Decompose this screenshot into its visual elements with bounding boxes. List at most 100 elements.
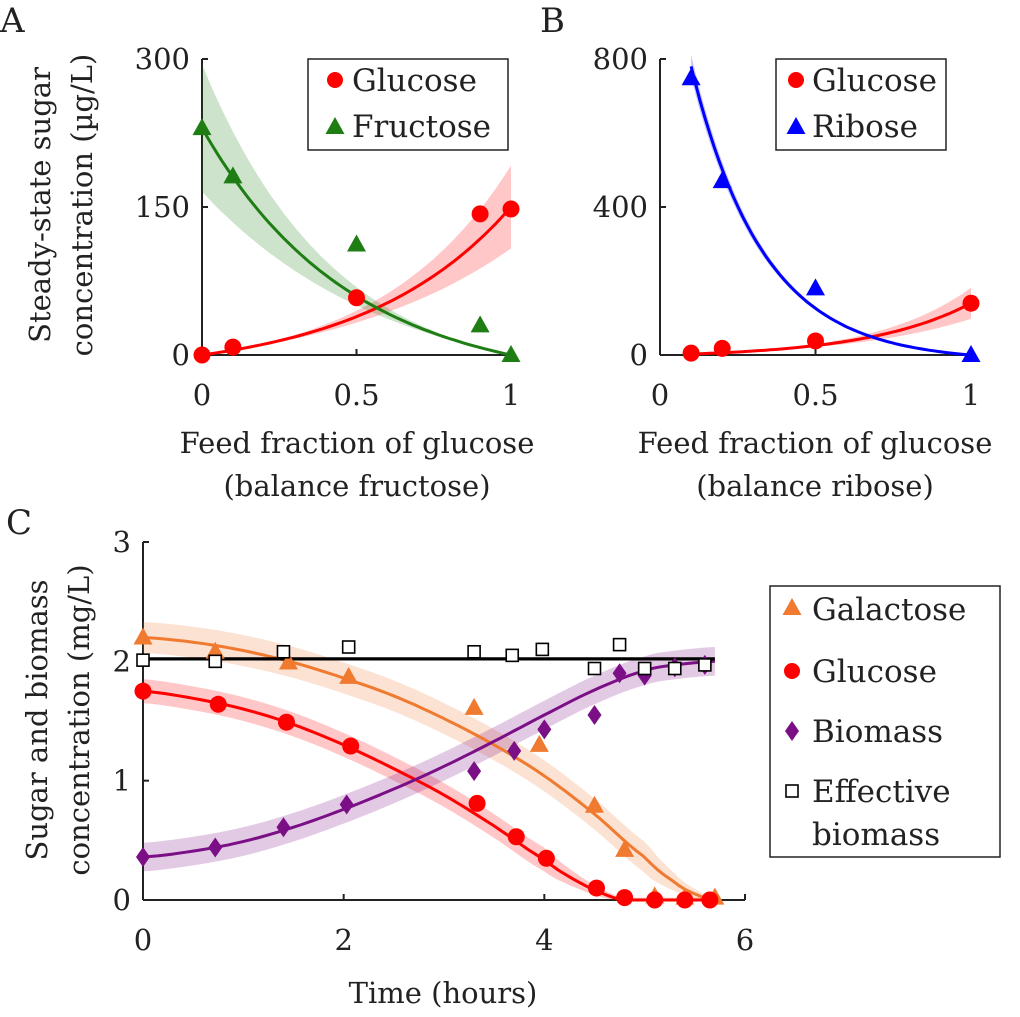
x-tick-label: 0 bbox=[193, 378, 211, 412]
panel-c-xlabel: Time (hours) bbox=[349, 976, 538, 1010]
panel-a-ylabel-line1: Steady-state sugar bbox=[23, 67, 57, 343]
biomass-confidence-band bbox=[143, 647, 715, 872]
legend-label-ribose: Ribose bbox=[812, 109, 918, 145]
galactose-point bbox=[615, 839, 635, 857]
effective-biomass-point bbox=[505, 648, 520, 663]
panel-c-legend: Galactose Glucose Biomass Effective biom… bbox=[769, 585, 1001, 858]
panel-a-xlabel-line2: (balance fructose) bbox=[223, 469, 490, 503]
panel-a-xlabel-line1: Feed fraction of glucose bbox=[180, 426, 535, 460]
effective-biomass-point bbox=[136, 653, 150, 667]
panel-b-legend: Glucose Ribose bbox=[775, 58, 947, 151]
panel-c-confidence-bands bbox=[143, 622, 715, 900]
ribose-fit-line bbox=[689, 66, 972, 357]
legend-label-effective-line2: biomass bbox=[812, 817, 940, 853]
fructose-point bbox=[223, 166, 243, 184]
legend-marker-biomass bbox=[785, 721, 799, 741]
y-tick-label: 150 bbox=[135, 190, 190, 224]
x-tick-label: 0.5 bbox=[333, 378, 379, 412]
glucose-point bbox=[209, 695, 227, 713]
y-tick-label: 3 bbox=[113, 525, 131, 559]
galactose-point bbox=[278, 652, 298, 670]
x-tick-label: 0 bbox=[134, 923, 152, 957]
glucose-point bbox=[507, 828, 525, 846]
galactose-point bbox=[464, 697, 484, 715]
y-tick-label: 0 bbox=[113, 883, 131, 917]
galactose-point bbox=[585, 795, 604, 813]
glucose-point bbox=[277, 713, 295, 731]
panel-a-legend-box bbox=[307, 58, 509, 151]
panel-a-tick-labels: 0 0.5 1 0 150 300 bbox=[135, 42, 521, 412]
x-tick-label: 4 bbox=[535, 923, 553, 957]
glucose-point bbox=[713, 339, 731, 357]
panel-letter-c: C bbox=[6, 503, 32, 543]
panel-c: C 0 2 4 6 0 1 2 3 Time (hours) Sugar and biomas… bbox=[6, 503, 1001, 1010]
effective-biomass-point bbox=[637, 661, 652, 676]
legend-marker-galactose bbox=[782, 598, 802, 615]
glucose-point bbox=[807, 332, 824, 350]
panel-b-legend-box bbox=[775, 58, 947, 151]
galactose-point bbox=[133, 627, 153, 645]
panel-a-ylabel-line2: concentration (µg/L) bbox=[65, 54, 99, 357]
x-tick-label: 1 bbox=[502, 378, 520, 412]
glucose-point bbox=[537, 849, 555, 867]
legend-label-fructose: Fructose bbox=[352, 109, 491, 145]
x-tick-label: 0 bbox=[651, 378, 669, 412]
biomass-point bbox=[537, 719, 552, 740]
y-tick-label: 0 bbox=[630, 338, 648, 372]
glucose-point bbox=[134, 682, 152, 700]
glucose-point bbox=[502, 200, 520, 218]
legend-marker-ribose bbox=[786, 117, 806, 134]
panel-b-confidence-bands bbox=[691, 54, 971, 356]
glucose-confidence-band bbox=[143, 679, 715, 900]
biomass-point bbox=[208, 837, 223, 858]
y-tick-label: 400 bbox=[593, 190, 648, 224]
galactose-fit-line bbox=[142, 636, 716, 902]
galactose-point bbox=[529, 734, 549, 752]
biomass-point bbox=[507, 740, 522, 761]
glucose-point bbox=[682, 344, 700, 362]
legend-marker-glucose bbox=[327, 72, 343, 88]
biomass-point bbox=[587, 705, 602, 726]
effective-biomass-point bbox=[698, 658, 712, 672]
biomass-point bbox=[276, 817, 291, 838]
panel-b-fit-lines bbox=[689, 66, 972, 357]
glucose-point bbox=[348, 289, 365, 307]
x-tick-label: 1 bbox=[962, 378, 980, 412]
y-tick-label: 0 bbox=[172, 338, 190, 372]
panel-b-xlabel-line1: Feed fraction of glucose bbox=[638, 426, 993, 460]
y-tick-label: 800 bbox=[593, 42, 648, 76]
glucose-point bbox=[676, 891, 694, 909]
legend-label-effective-line1: Effective bbox=[812, 774, 951, 810]
glucose-point bbox=[701, 891, 719, 909]
ribose-point bbox=[806, 278, 825, 296]
effective-biomass-point bbox=[587, 661, 602, 676]
glucose-fit-line bbox=[201, 205, 513, 357]
biomass-point bbox=[136, 847, 150, 868]
glucose-point bbox=[646, 891, 664, 909]
legend-marker-glucose-c bbox=[784, 663, 800, 679]
glucose-point bbox=[588, 879, 606, 897]
galactose-point bbox=[339, 666, 359, 684]
legend-label-glucose-c: Glucose bbox=[812, 654, 937, 690]
glucose-fit-line bbox=[691, 301, 972, 356]
glucose-point bbox=[193, 346, 211, 364]
panel-c-tick-labels: 0 2 4 6 0 1 2 3 bbox=[113, 525, 755, 957]
panel-c-data-points bbox=[133, 627, 725, 909]
legend-marker-effective-biomass bbox=[785, 784, 799, 798]
effective-biomass-point bbox=[612, 637, 627, 652]
panel-b-axes bbox=[659, 58, 972, 356]
panel-c-ylabel-line1: Sugar and biomass bbox=[20, 579, 54, 860]
effective-biomass-point bbox=[208, 654, 223, 669]
biomass-point bbox=[339, 794, 354, 815]
effective-biomass-point bbox=[535, 642, 550, 657]
glucose-point bbox=[342, 737, 360, 755]
effective-biomass-point bbox=[276, 644, 291, 659]
glucose-point bbox=[616, 889, 634, 907]
y-tick-label: 2 bbox=[113, 644, 131, 678]
ribose-point bbox=[681, 68, 701, 86]
galactose-confidence-band bbox=[143, 622, 715, 900]
panel-b-data-points bbox=[681, 68, 981, 362]
panel-c-legend-box bbox=[769, 585, 1001, 858]
